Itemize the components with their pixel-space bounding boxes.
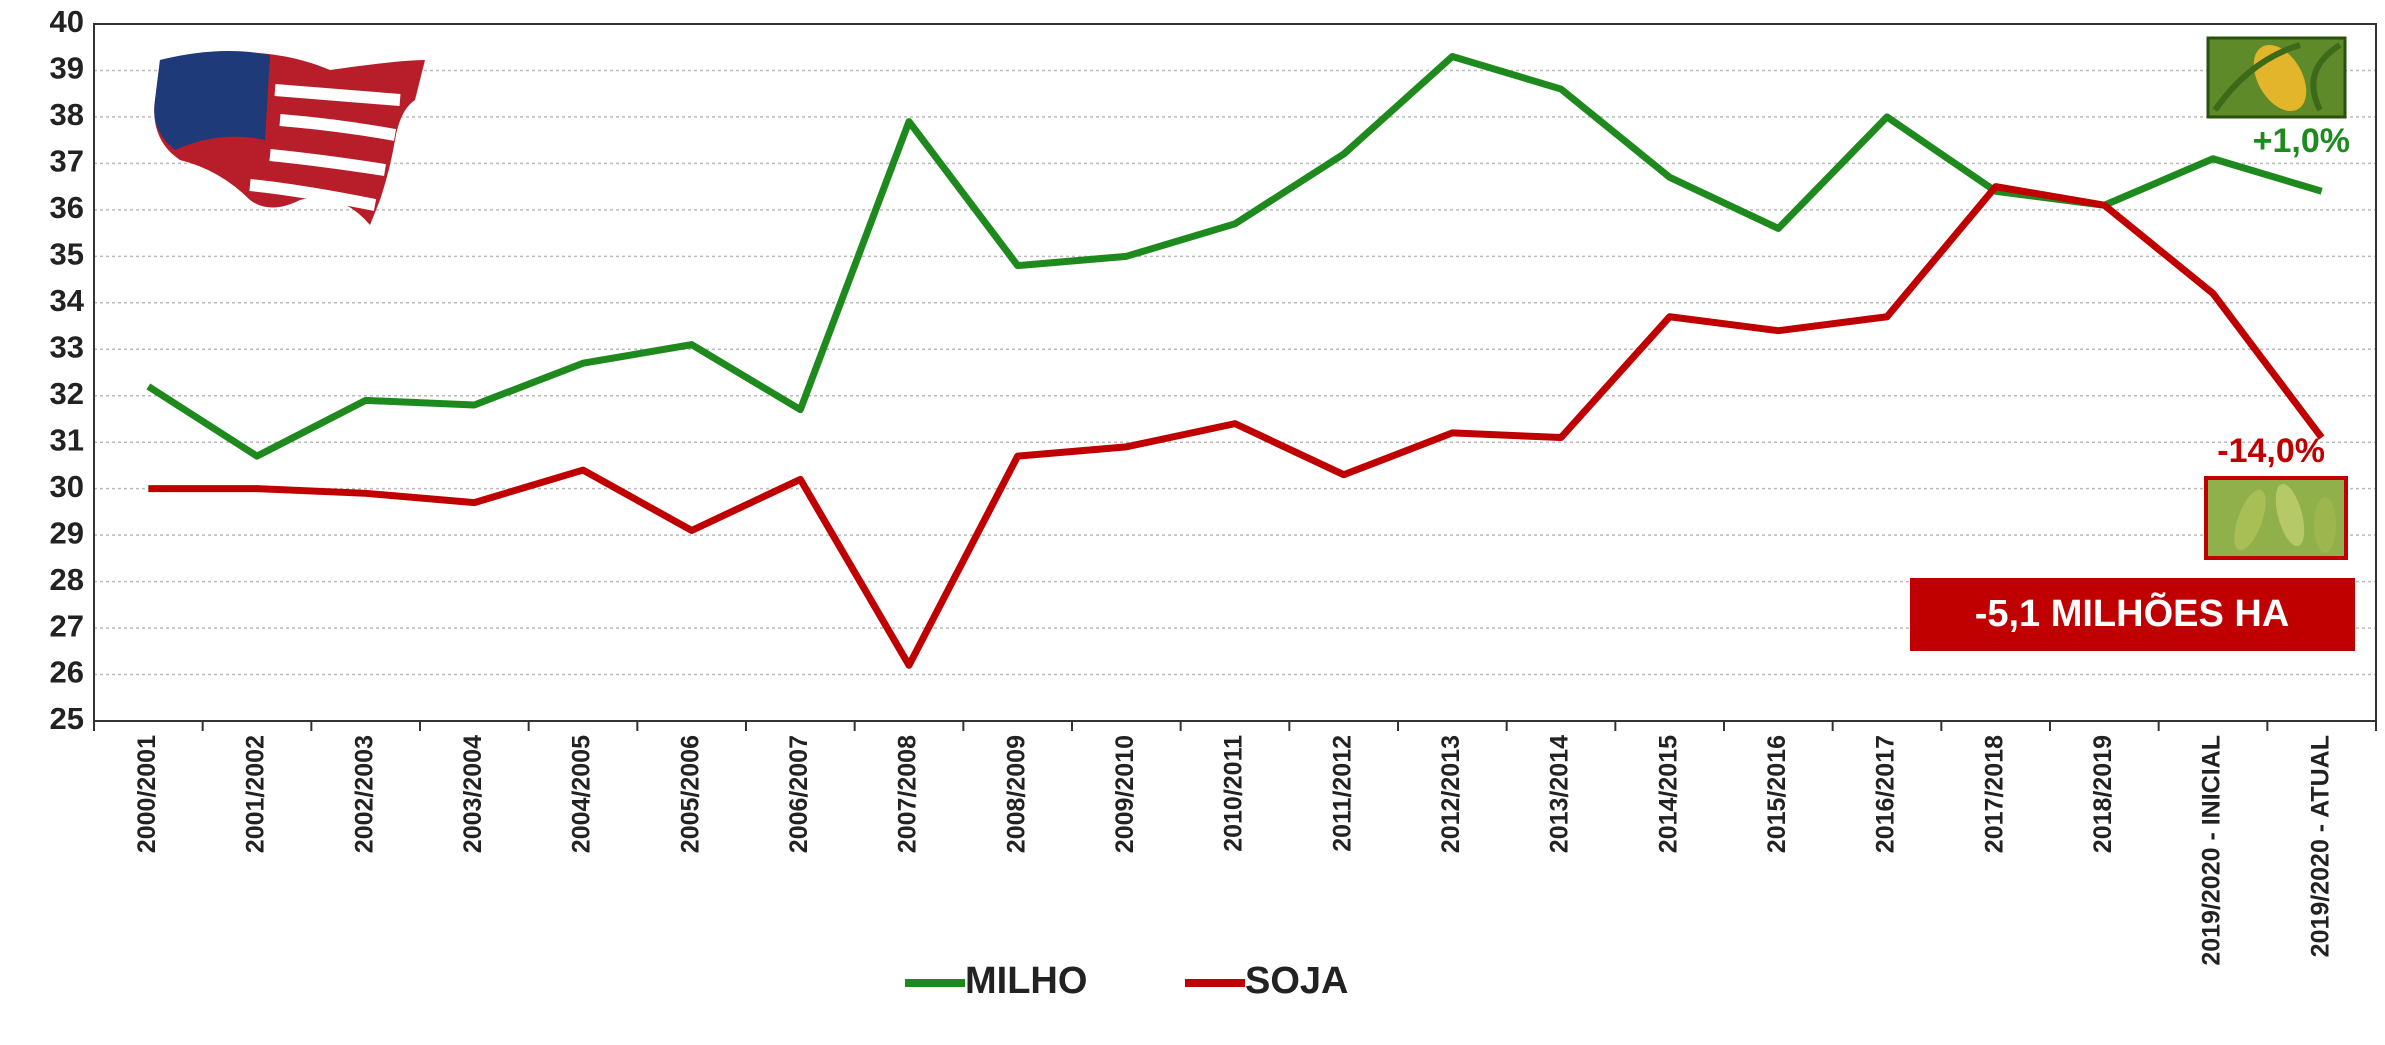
annotation: -5,1 MILHÕES HA [1975,591,2290,635]
x-tick-label: 2013/2014 [1546,735,1574,853]
us-flag-map [154,51,425,225]
y-tick-label: 27 [50,608,84,643]
x-tick-label: 2003/2004 [459,735,487,853]
y-tick-label: 40 [50,4,84,39]
x-tick-label: 2004/2005 [568,735,596,853]
x-tick-label: 2007/2008 [894,735,922,853]
y-tick-label: 37 [50,144,84,179]
x-tick-label: 2015/2016 [1763,735,1791,853]
x-tick-label: 2002/2003 [350,735,378,853]
y-tick-label: 26 [50,655,84,690]
x-tick-label: 2006/2007 [785,735,813,853]
legend-label: MILHO [965,960,1087,1002]
y-tick-label: 30 [50,469,84,504]
y-tick-label: 39 [50,51,84,86]
chart: 25 26 27 28 29 30 31 32 33 34 35 36 37 38 39 40 2000/200… [0,0,2385,1045]
x-tick-label: 2001/2002 [242,735,270,853]
x-tick-label: 2019/2020 - ATUAL [2306,735,2334,957]
x-tick-label: 2010/2011 [1220,735,1248,852]
x-tick-label: 2014/2015 [1654,735,1682,853]
x-tick-label: 2018/2019 [2089,735,2117,853]
y-tick-label: 29 [50,515,84,550]
x-tick-label: 2012/2013 [1437,735,1465,853]
y-tick-label: 25 [50,701,84,736]
y-tick-label: 33 [50,329,84,364]
x-tick-label: 2005/2006 [676,735,704,853]
legend-label: SOJA [1245,960,1348,1002]
x-tick-label: 2017/2018 [1980,735,2008,853]
x-tick-label: 2008/2009 [1002,735,1030,853]
y-tick-label: 35 [50,237,84,272]
corn-image [2208,36,2345,120]
plot: 25 26 27 28 29 30 31 32 33 34 35 36 37 38 39 40 2000/200… [50,4,2376,1002]
soy-image [2206,478,2346,558]
x-tick-label: 2019/2020 - INICIAL [2198,735,2226,966]
x-tick-label: 2011/2012 [1328,735,1356,852]
x-tick-label: 2016/2017 [1872,735,1900,853]
annotation: +1,0% [2253,122,2350,160]
y-tick-label: 36 [50,190,84,225]
x-tick-label: 2000/2001 [133,735,161,853]
y-tick-label: 28 [50,562,84,597]
x-tick-label: 2009/2010 [1111,735,1139,853]
annotation: -14,0% [2217,432,2325,470]
y-tick-label: 38 [50,97,84,132]
y-tick-label: 34 [50,283,85,318]
y-tick-label: 31 [50,422,84,457]
y-tick-label: 32 [50,376,84,411]
